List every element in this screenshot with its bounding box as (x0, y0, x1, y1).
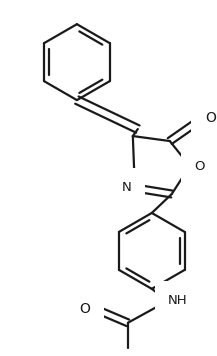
Text: O: O (79, 302, 90, 316)
Text: O: O (205, 111, 216, 125)
Text: NH: NH (168, 294, 187, 307)
Text: O: O (194, 159, 205, 173)
Text: N: N (122, 182, 132, 194)
